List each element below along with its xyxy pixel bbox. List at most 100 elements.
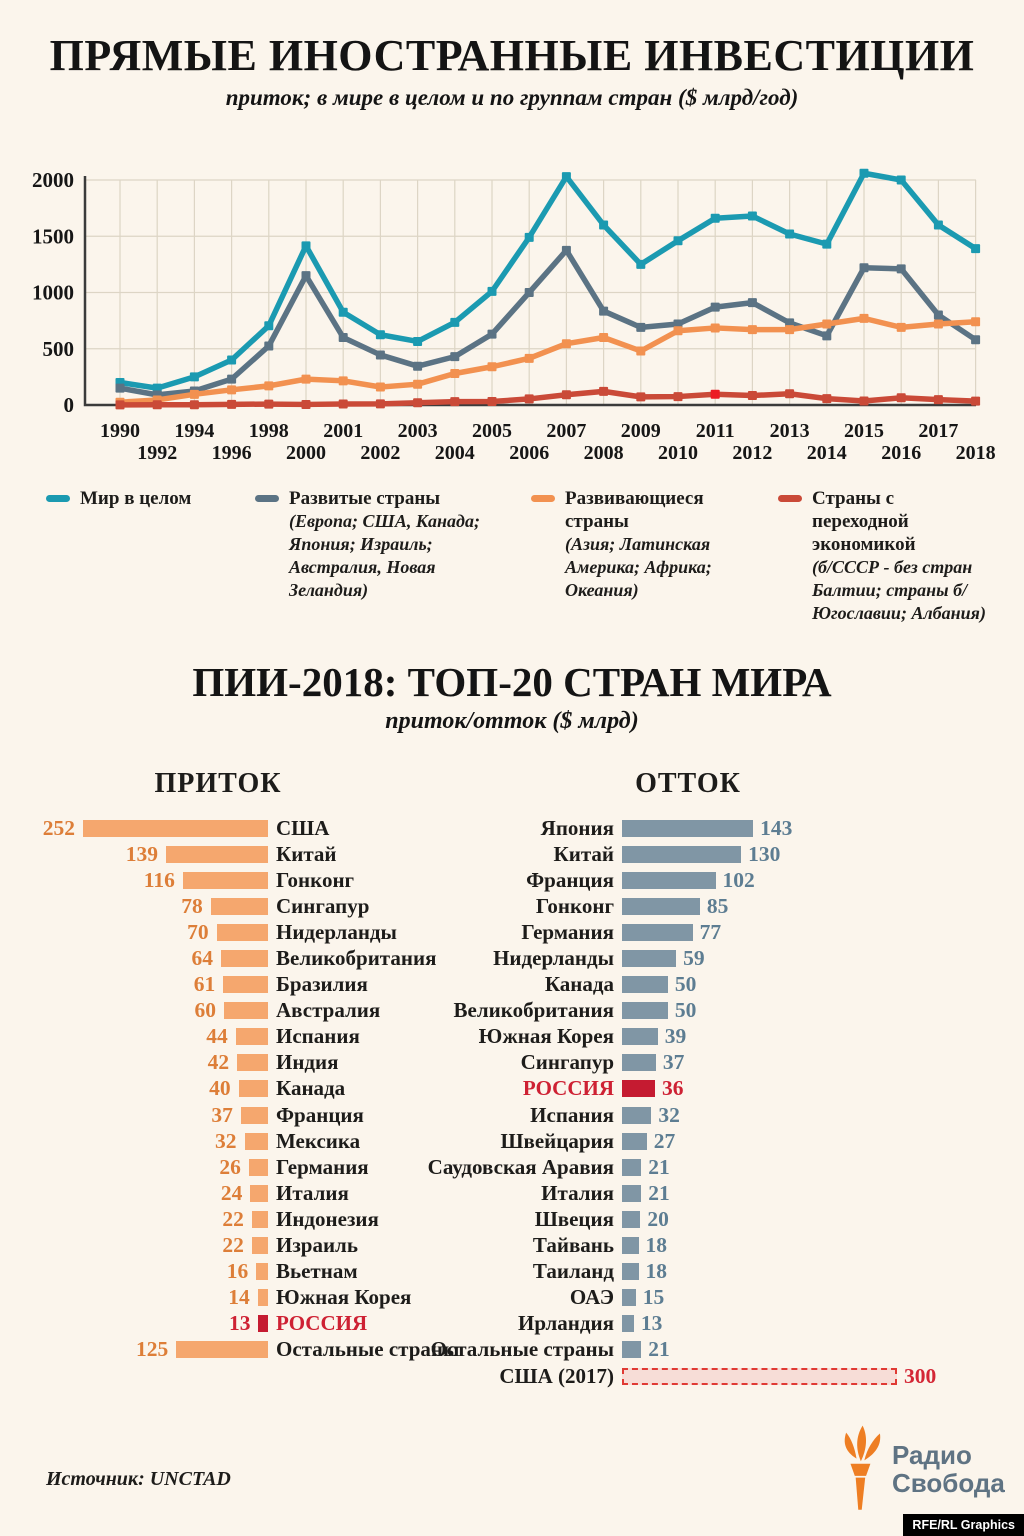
inflow-row: 70 Нидерланды	[0, 919, 460, 945]
outflow-value: 59	[683, 946, 705, 971]
inflow-label: Италия	[276, 1180, 349, 1205]
data-point	[599, 333, 609, 342]
outflow-value: 50	[674, 972, 697, 997]
outflow-bar	[622, 976, 668, 994]
outflow-bar	[622, 1106, 652, 1124]
data-point	[487, 362, 497, 372]
inflow-row: 125 Остальные страны	[0, 1337, 460, 1363]
outflow-label: Нидерланды	[493, 946, 614, 971]
legend-swatch-world	[46, 495, 70, 502]
x-tick-label: 2008	[584, 442, 624, 464]
data-point	[599, 386, 609, 396]
outflow-label: Остальные страны	[430, 1337, 614, 1362]
outflow-value: 102	[722, 867, 755, 892]
outflow-label: Германия	[521, 919, 614, 944]
data-point	[301, 241, 311, 251]
data-point	[673, 236, 683, 246]
outflow-row: Япония 143	[340, 815, 1024, 841]
outflow-row: Саудовская Аравия 21	[340, 1154, 1024, 1180]
outflow-value: 85	[706, 893, 729, 918]
inflow-bar	[176, 1341, 268, 1359]
outflow-value: 13	[640, 1311, 663, 1336]
inflow-label: Великобритания	[276, 946, 437, 971]
data-point	[747, 325, 757, 335]
outflow-value: 21	[648, 1180, 670, 1205]
top20-subtitle: приток/отток ($ млрд)	[385, 708, 639, 734]
page-subtitle: приток; в мире в целом и по группам стра…	[225, 85, 799, 110]
legend-item: Развивающиеся страны (Азия; Латинская Аме…	[531, 487, 721, 602]
outflow-label: Япония	[540, 815, 614, 840]
data-point	[524, 394, 534, 404]
inflow-row: 42 Индия	[0, 1050, 460, 1076]
inflow-value: 42	[207, 1050, 230, 1075]
data-point	[933, 319, 943, 329]
data-point	[896, 322, 906, 332]
chart-legend: Мир в целом Развитые страны (Европа; США, …	[0, 487, 1024, 623]
outflow-row: Остальные страны 21	[340, 1337, 1024, 1363]
legend-sublabel: (б/СССР - без стран Балтии; страны б/Юго…	[812, 557, 986, 623]
data-point	[338, 399, 348, 409]
outflow-value: 130	[748, 841, 781, 866]
outflow-row: Гонконг 85	[340, 893, 1024, 919]
outflow-label: Южная Корея	[478, 1024, 614, 1049]
outflow-label: ОАЭ	[569, 1285, 614, 1310]
x-tick-label: 2014	[807, 442, 847, 464]
data-point	[561, 339, 571, 349]
data-point	[524, 232, 534, 242]
inflow-row: 116 Гонконг	[0, 867, 460, 893]
x-tick-label: 1990	[100, 420, 140, 442]
outflow-bar	[622, 1028, 658, 1046]
data-point	[227, 385, 237, 395]
inflow-row: 16 Вьетнам	[0, 1259, 460, 1285]
legend-swatch-transition	[778, 495, 802, 502]
inflow-bar-chart: 252 США 139 Китай 116 Гонконг 78 Сингапур 70 Ниде…	[0, 815, 460, 1363]
outflow-row: Испания 32	[340, 1102, 1024, 1128]
outflow-bar	[622, 819, 754, 837]
torch-icon	[844, 1425, 881, 1510]
data-point	[189, 400, 199, 410]
data-point	[896, 175, 906, 185]
inflow-row: 13 РОССИЯ	[0, 1311, 460, 1337]
inflow-value: 40	[209, 1076, 231, 1101]
x-tick-label: 2010	[658, 442, 698, 464]
inflow-label: Гонконг	[276, 867, 355, 892]
data-point	[785, 325, 795, 335]
outflow-label: США (2017)	[499, 1363, 614, 1388]
inflow-value: 22	[222, 1206, 244, 1231]
inflow-bar	[223, 1002, 268, 1020]
x-tick-label: 2013	[770, 420, 810, 442]
data-point	[301, 399, 311, 409]
inflow-row: 252 США	[0, 815, 460, 841]
outflow-label: Тайвань	[532, 1233, 614, 1258]
data-point	[450, 317, 460, 327]
axes	[83, 176, 976, 407]
data-point	[413, 336, 423, 346]
x-tick-label: 2003	[398, 420, 438, 442]
data-point	[859, 263, 869, 273]
outflow-bar	[622, 1315, 634, 1333]
outflow-bar	[622, 845, 742, 863]
outflow-row: Сингапур 37	[340, 1050, 1024, 1076]
outflow-value: 32	[658, 1102, 680, 1127]
outflow-row: Швеция 20	[340, 1206, 1024, 1232]
outflow-label: Швейцария	[500, 1128, 614, 1153]
x-tick-label: 2001	[323, 420, 363, 442]
fdi-line-chart: 0500100015002000199019921994199619982000…	[32, 168, 996, 464]
outflow-row: Швейцария 27	[340, 1128, 1024, 1154]
legend-label: Развивающиеся страны	[565, 488, 704, 532]
data-point	[561, 390, 571, 400]
inflow-bar	[251, 1237, 268, 1255]
inflow-value: 16	[226, 1259, 249, 1284]
data-point	[227, 374, 237, 384]
outflow-value: 15	[642, 1285, 665, 1310]
data-point	[971, 335, 981, 345]
data-point	[747, 211, 757, 221]
inflow-bar	[182, 871, 268, 889]
x-tick-label: 2009	[621, 420, 661, 442]
data-point	[710, 302, 720, 312]
data-point	[822, 331, 832, 341]
inflow-value: 252	[42, 815, 75, 840]
inflow-label: Мексика	[276, 1128, 361, 1153]
data-point	[264, 321, 274, 331]
